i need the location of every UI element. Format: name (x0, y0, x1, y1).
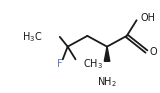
Text: F: F (57, 59, 63, 69)
Polygon shape (104, 47, 110, 61)
Text: CH$_3$: CH$_3$ (83, 57, 103, 71)
Text: OH: OH (140, 13, 156, 23)
Text: H$_3$C: H$_3$C (22, 30, 42, 44)
Text: NH$_2$: NH$_2$ (97, 75, 117, 89)
Text: O: O (149, 46, 157, 57)
